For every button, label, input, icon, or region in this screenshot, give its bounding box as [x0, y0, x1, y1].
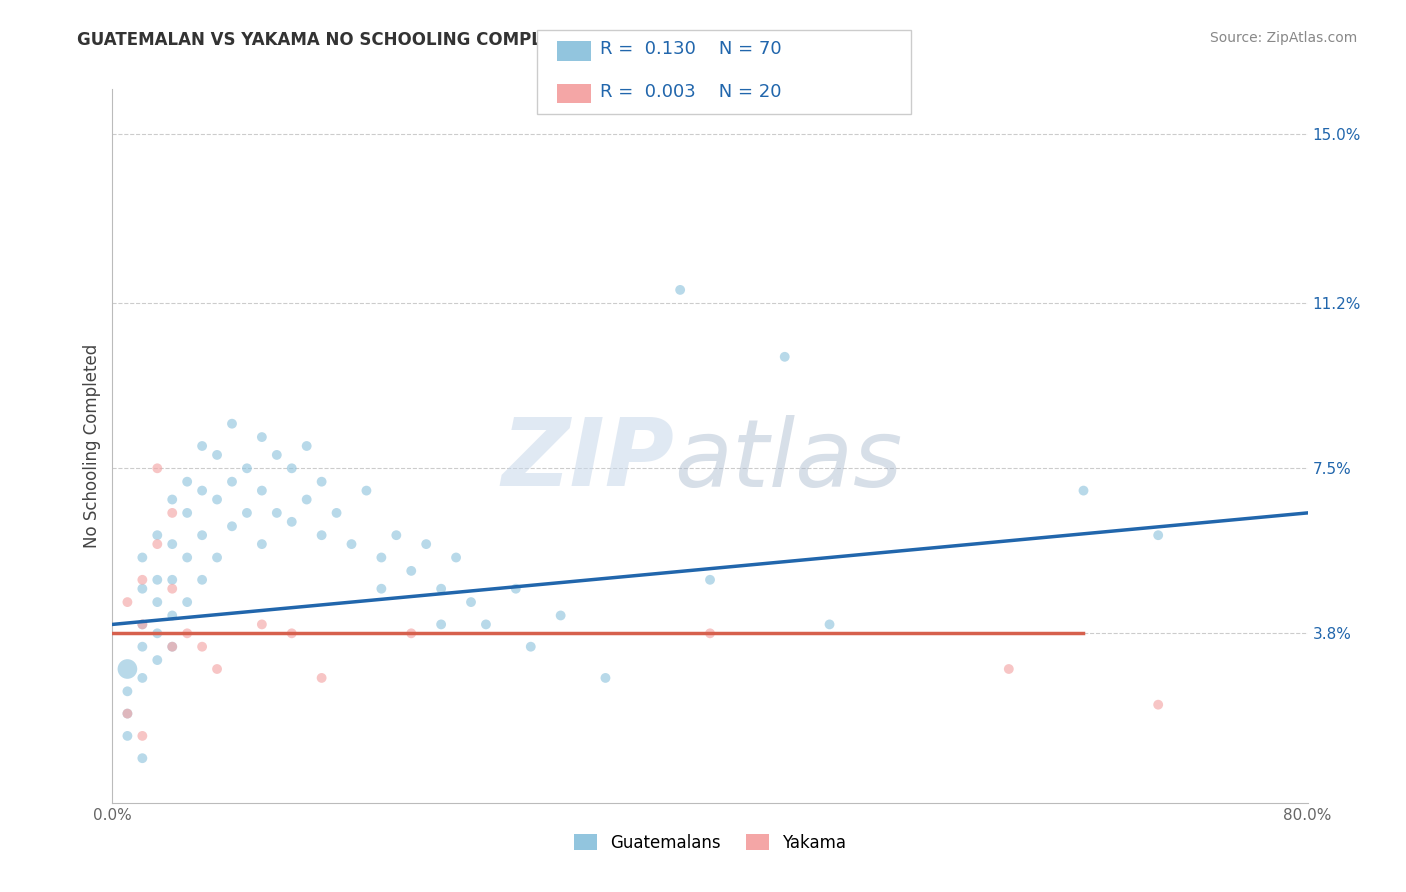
Point	[162, 506, 183, 520]
Point	[475, 617, 498, 632]
Point	[1073, 483, 1095, 498]
Point	[176, 550, 198, 565]
Point	[311, 671, 333, 685]
Point	[131, 573, 153, 587]
Point	[669, 283, 692, 297]
Point	[281, 461, 304, 475]
Point	[818, 617, 841, 632]
Point	[250, 430, 273, 444]
Point	[401, 626, 423, 640]
Point	[131, 751, 153, 765]
Point	[162, 573, 183, 587]
Point	[162, 492, 183, 507]
Point	[191, 528, 214, 542]
Point	[146, 537, 169, 551]
Point	[295, 492, 318, 507]
Point	[221, 519, 243, 533]
Point	[1147, 528, 1170, 542]
Point	[131, 550, 153, 565]
Point	[401, 564, 423, 578]
Point	[205, 662, 228, 676]
Point	[117, 595, 139, 609]
Point	[325, 506, 347, 520]
Point	[370, 550, 392, 565]
Point	[236, 506, 259, 520]
Point	[146, 528, 169, 542]
Point	[460, 595, 482, 609]
Point	[162, 608, 183, 623]
Point	[370, 582, 392, 596]
Point	[162, 582, 183, 596]
Point	[998, 662, 1021, 676]
Point	[131, 671, 153, 685]
Point	[595, 671, 617, 685]
Point	[281, 626, 304, 640]
Point	[773, 350, 796, 364]
Point	[117, 684, 139, 698]
Point	[131, 582, 153, 596]
Point	[505, 582, 527, 596]
Point	[221, 475, 243, 489]
Text: GUATEMALAN VS YAKAMA NO SCHOOLING COMPLETED CORRELATION CHART: GUATEMALAN VS YAKAMA NO SCHOOLING COMPLE…	[77, 31, 796, 49]
Point	[117, 729, 139, 743]
Point	[250, 483, 273, 498]
Point	[311, 528, 333, 542]
Point	[205, 550, 228, 565]
Point	[266, 506, 288, 520]
Point	[266, 448, 288, 462]
Point	[281, 515, 304, 529]
Text: R =  0.003    N = 20: R = 0.003 N = 20	[600, 83, 782, 101]
Point	[117, 706, 139, 721]
Point	[340, 537, 363, 551]
Point	[176, 626, 198, 640]
Point	[176, 506, 198, 520]
Point	[131, 617, 153, 632]
Point	[117, 662, 139, 676]
Point	[131, 729, 153, 743]
Point	[385, 528, 408, 542]
Point	[131, 640, 153, 654]
Point	[162, 537, 183, 551]
Point	[520, 640, 543, 654]
Point	[146, 573, 169, 587]
Point	[191, 640, 214, 654]
Point	[146, 461, 169, 475]
Point	[162, 640, 183, 654]
Point	[356, 483, 378, 498]
Point	[176, 475, 198, 489]
Point	[146, 653, 169, 667]
Point	[191, 483, 214, 498]
Text: ZIP: ZIP	[502, 414, 675, 507]
Point	[550, 608, 572, 623]
Point	[146, 595, 169, 609]
Point	[176, 595, 198, 609]
Point	[117, 706, 139, 721]
Point	[1147, 698, 1170, 712]
Point	[250, 537, 273, 551]
Point	[415, 537, 437, 551]
Point	[430, 582, 453, 596]
Point	[311, 475, 333, 489]
Point	[131, 617, 153, 632]
Legend: Guatemalans, Yakama: Guatemalans, Yakama	[567, 828, 853, 859]
Point	[205, 492, 228, 507]
Point	[191, 439, 214, 453]
Point	[205, 448, 228, 462]
Point	[146, 626, 169, 640]
Point	[444, 550, 467, 565]
Point	[250, 617, 273, 632]
Point	[295, 439, 318, 453]
Point	[162, 640, 183, 654]
Text: Source: ZipAtlas.com: Source: ZipAtlas.com	[1209, 31, 1357, 45]
Point	[236, 461, 259, 475]
Y-axis label: No Schooling Completed: No Schooling Completed	[83, 344, 101, 548]
Point	[699, 626, 721, 640]
Point	[191, 573, 214, 587]
Point	[221, 417, 243, 431]
Text: atlas: atlas	[675, 415, 903, 506]
Point	[699, 573, 721, 587]
Text: R =  0.130    N = 70: R = 0.130 N = 70	[600, 40, 782, 58]
Point	[430, 617, 453, 632]
